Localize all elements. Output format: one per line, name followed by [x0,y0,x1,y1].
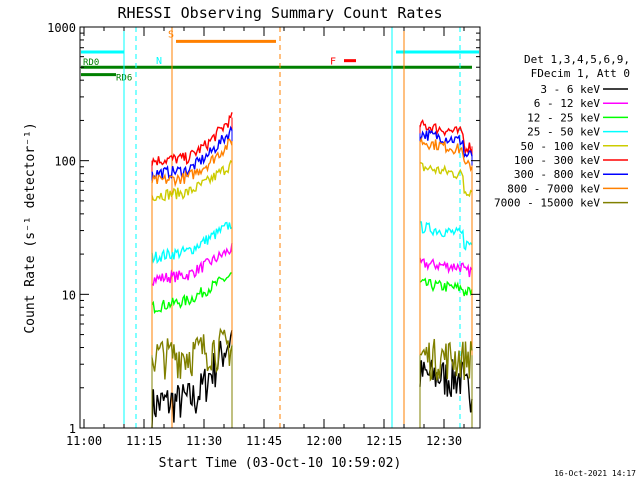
series-line-7-0 [151,138,233,188]
y-tick-label-2: 100 [54,155,76,169]
chart-title: RHESSI Observing Summary Count Rates [117,4,442,22]
flag-label-n-0: N [156,56,162,67]
series-line-5-1 [419,119,473,156]
series-line-6-1 [419,128,473,159]
flag-label-s-2: S [168,29,174,40]
series-line-2-1 [419,277,473,297]
flag-label-f-3: F [330,57,336,68]
legend-label-1: 6 - 12 keV [534,97,601,110]
y-tick-label-0: 1 [69,422,76,436]
series-line-3-1 [419,221,473,251]
x-tick-label-5: 12:15 [366,434,402,448]
plot-frame [79,26,481,429]
x-tick-label-0: 11:00 [66,434,102,448]
y-tick-label-3: 1000 [47,21,76,35]
x-tick-label-3: 11:45 [246,434,282,448]
series-line-4-0 [151,159,233,202]
axes: 1 10 100 1000 11:00 11:15 11:30 11:45 12:00 12:15… [47,21,481,448]
legend: Det 1,3,4,5,6,9,FDecim 1, Att 0 3 - 6 keV… [494,53,630,210]
legend-header-0: Det 1,3,4,5,6,9, [524,53,630,66]
series-line-7-1 [419,136,473,173]
legend-label-5: 100 - 300 keV [514,154,600,167]
legend-label-0: 3 - 6 keV [540,83,600,96]
series-line-8-0 [151,327,233,380]
series-line-1-0 [151,243,233,287]
x-tick-label-2: 11:30 [186,434,222,448]
legend-label-4: 50 - 100 keV [521,140,601,153]
plot-area: NSFRD0RD6 [81,27,479,429]
series-line-5-0 [151,112,233,166]
y-tick-label-1: 10 [62,288,76,302]
x-tick-label-1: 11:15 [126,434,162,448]
series-line-2-0 [151,272,233,315]
x-tick-label-4: 12:00 [306,434,342,448]
legend-label-2: 12 - 25 keV [527,111,600,124]
series-line-6-0 [151,125,233,180]
flag-label-rd0-4: RD0 [83,58,99,68]
y-axis-label: Count Rate (s⁻¹ detector⁻¹) [23,122,38,333]
series-line-4-1 [419,162,473,198]
series-line-3-0 [151,221,233,265]
x-tick-label-6: 12:30 [426,434,462,448]
legend-header-1: FDecim 1, Att 0 [531,67,630,80]
legend-label-6: 300 - 800 keV [514,168,600,181]
legend-label-3: 25 - 50 keV [527,126,600,139]
series-line-8-1 [419,338,473,382]
legend-label-8: 7000 - 15000 keV [494,197,600,210]
series-line-1-1 [419,257,473,278]
legend-label-7: 800 - 7000 keV [507,182,600,195]
x-axis-label: Start Time (03-Oct-10 10:59:02) [159,456,402,471]
timestamp-footer: 16-Oct-2021 14:17 [554,469,636,478]
